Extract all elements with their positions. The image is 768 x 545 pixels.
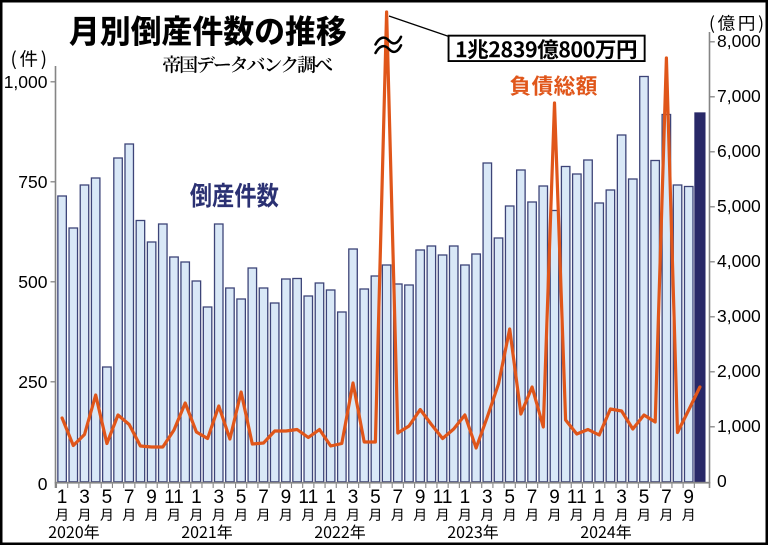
svg-text:250: 250 bbox=[18, 372, 47, 392]
svg-text:1: 1 bbox=[460, 487, 471, 508]
svg-text:5,000: 5,000 bbox=[717, 196, 761, 216]
svg-text:9: 9 bbox=[415, 487, 426, 508]
svg-text:4,000: 4,000 bbox=[717, 251, 761, 271]
svg-text:1: 1 bbox=[325, 487, 336, 508]
svg-text:1,000: 1,000 bbox=[4, 72, 48, 92]
svg-text:3: 3 bbox=[482, 487, 493, 508]
svg-text:3: 3 bbox=[214, 487, 225, 508]
svg-text:11: 11 bbox=[164, 487, 184, 508]
svg-text:0: 0 bbox=[717, 471, 727, 491]
svg-text:7: 7 bbox=[393, 487, 404, 508]
svg-text:9: 9 bbox=[146, 487, 157, 508]
svg-text:7: 7 bbox=[258, 487, 269, 508]
svg-text:1: 1 bbox=[57, 487, 68, 508]
svg-text:9: 9 bbox=[281, 487, 292, 508]
svg-text:3: 3 bbox=[616, 487, 627, 508]
svg-text:5: 5 bbox=[236, 487, 247, 508]
svg-text:3: 3 bbox=[79, 487, 90, 508]
svg-text:8,000: 8,000 bbox=[717, 31, 761, 51]
svg-text:7: 7 bbox=[527, 487, 538, 508]
svg-text:0: 0 bbox=[38, 474, 48, 494]
svg-text:5: 5 bbox=[102, 487, 113, 508]
svg-text:9: 9 bbox=[683, 487, 694, 508]
svg-text:11: 11 bbox=[567, 487, 587, 508]
svg-text:750: 750 bbox=[18, 172, 47, 192]
svg-text:7,000: 7,000 bbox=[717, 86, 761, 106]
svg-text:3,000: 3,000 bbox=[717, 306, 761, 326]
svg-text:5: 5 bbox=[370, 487, 381, 508]
svg-text:5: 5 bbox=[639, 487, 650, 508]
svg-text:11: 11 bbox=[433, 487, 453, 508]
svg-text:6,000: 6,000 bbox=[717, 141, 761, 161]
svg-text:1,000: 1,000 bbox=[717, 416, 761, 436]
svg-text:500: 500 bbox=[18, 272, 47, 292]
svg-text:2,000: 2,000 bbox=[717, 361, 761, 381]
svg-text:5: 5 bbox=[504, 487, 515, 508]
svg-text:9: 9 bbox=[549, 487, 560, 508]
svg-text:7: 7 bbox=[661, 487, 672, 508]
svg-text:7: 7 bbox=[124, 487, 135, 508]
svg-text:3: 3 bbox=[348, 487, 359, 508]
svg-text:1: 1 bbox=[594, 487, 605, 508]
svg-text:1: 1 bbox=[191, 487, 202, 508]
svg-text:11: 11 bbox=[298, 487, 318, 508]
